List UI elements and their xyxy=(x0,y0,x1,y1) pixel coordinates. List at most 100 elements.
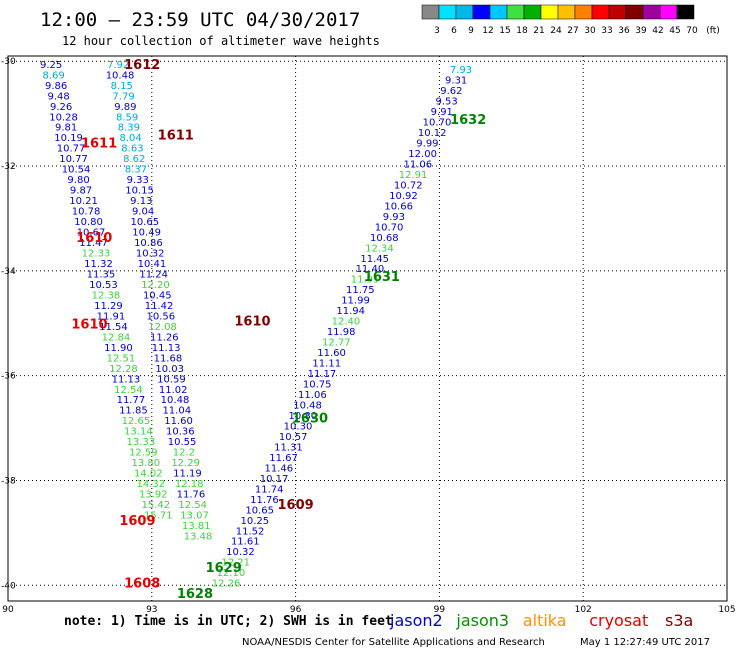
wave-height-point: 10.21 xyxy=(69,196,98,207)
scale-tick-label: 18 xyxy=(516,26,528,36)
scale-tick-label: 39 xyxy=(635,26,647,36)
wave-height-point: 10.45 xyxy=(143,290,172,301)
wave-height-point: 10.68 xyxy=(370,233,399,244)
wave-height-point: 12.20 xyxy=(141,280,170,291)
scale-swatch xyxy=(557,4,576,20)
wave-height-point: 9.62 xyxy=(440,86,462,97)
scale-swatch xyxy=(472,4,491,20)
wave-height-point: 11.26 xyxy=(150,332,179,343)
chart-subtitle: 12 hour collection of altimeter wave hei… xyxy=(62,34,380,48)
wave-height-point: 11.91 xyxy=(97,311,126,322)
wave-height-point: 12.2 xyxy=(173,448,195,459)
wave-height-point: 11.06 xyxy=(404,159,433,170)
wave-height-point: 11.40 xyxy=(356,264,385,275)
wave-height-point: 9.31 xyxy=(445,76,467,87)
scale-swatch xyxy=(455,4,474,20)
wave-height-point: 9.26 xyxy=(50,102,72,113)
wave-height-point: 13.48 xyxy=(184,531,213,542)
wave-height-point: 11.47 xyxy=(79,238,108,249)
wave-height-point: 10.17 xyxy=(260,474,289,485)
wave-height-point: 10.19 xyxy=(54,133,83,144)
wave-height-point: 13.92 xyxy=(139,490,168,501)
wave-height-point: 11.67 xyxy=(269,453,298,464)
wave-height-point: 8.59 xyxy=(116,112,138,123)
wave-height-point: 13.07 xyxy=(180,511,209,522)
wave-height-point: 7.93 xyxy=(450,65,472,76)
wave-height-point: 9.87 xyxy=(70,186,92,197)
wave-height-point: 10.70 xyxy=(423,118,452,129)
wave-height-point: 12.54 xyxy=(114,385,143,396)
wave-height-point: 11.85 xyxy=(119,406,148,417)
wave-height-point: 10.77 xyxy=(59,154,88,165)
wave-height-point: 10.28 xyxy=(49,112,78,123)
wave-height-point: 10.48 xyxy=(106,70,135,81)
x-tick-label: 102 xyxy=(575,605,592,615)
wave-height-point: 9.48 xyxy=(47,91,69,102)
y-tick-label: -32 xyxy=(1,162,16,172)
wave-height-point: 11.68 xyxy=(154,353,183,364)
wave-height-point: 12.77 xyxy=(322,338,351,349)
track-label: 1610 xyxy=(76,231,112,246)
wave-height-point: 14.02 xyxy=(134,469,163,480)
x-tick-label: 90 xyxy=(2,605,14,615)
wave-height-point: 8.39 xyxy=(118,123,140,134)
wave-height-point: 11.46 xyxy=(265,463,294,474)
wave-height-points: 9.258.699.869.489.2610.289.8110.1910.771… xyxy=(40,60,472,590)
y-tick-label: -34 xyxy=(1,267,16,277)
wave-height-point: 11.31 xyxy=(274,442,303,453)
wave-height-point: 11.74 xyxy=(255,484,284,495)
track-label: 1611 xyxy=(158,129,194,144)
wave-height-point: 10.80 xyxy=(74,217,103,228)
wave-height-point: 12.29 xyxy=(171,458,200,469)
wave-height-point: 10.03 xyxy=(155,364,184,375)
wave-height-point: 13.14 xyxy=(124,427,153,438)
wave-height-point: 13.80 xyxy=(132,458,161,469)
wave-height-point: 10.32 xyxy=(136,249,165,260)
wave-height-point: 13.81 xyxy=(182,521,211,532)
wave-height-point: 11.54 xyxy=(99,322,128,333)
wave-height-point: 8.69 xyxy=(42,70,64,81)
scale-tick-label: 15 xyxy=(499,26,510,36)
wave-height-point: 9.25 xyxy=(40,60,62,71)
scale-tick-label: 21 xyxy=(533,26,544,36)
wave-height-point: 10.77 xyxy=(57,144,86,155)
wave-height-point: 12.28 xyxy=(109,364,138,375)
wave-height-point: 12.65 xyxy=(122,416,151,427)
wave-height-point: 12.51 xyxy=(107,353,136,364)
wave-height-point: 10.56 xyxy=(146,311,175,322)
x-axis-ticks: 90 93 96 99 102 105 xyxy=(2,605,735,615)
wave-height-point: 11.99 xyxy=(341,296,370,307)
wave-height-point: 11.76 xyxy=(250,495,279,506)
wave-height-point: 12.59 xyxy=(129,448,158,459)
satellite-legend: jason2 jason3 altika cryosat s3a xyxy=(389,611,693,630)
wave-height-point: 11.35 xyxy=(87,269,116,280)
wave-height-point: 8.04 xyxy=(120,133,142,144)
track-label: 1630 xyxy=(292,412,328,427)
wave-height-point: 12.33 xyxy=(82,249,111,260)
wave-height-point: 11.42 xyxy=(145,301,174,312)
wave-height-point: 12.84 xyxy=(102,332,131,343)
wave-height-point: 12.34 xyxy=(365,243,394,254)
wave-height-point: 10.78 xyxy=(72,207,101,218)
scale-tick-label: 70 xyxy=(686,26,698,36)
track-label: 1610 xyxy=(71,317,107,332)
footer-timestamp: May 1 12:27:49 UTC 2017 xyxy=(580,637,710,648)
wave-height-point: 11.32 xyxy=(84,259,113,270)
wave-height-point: 8.37 xyxy=(125,165,147,176)
track-label: 1610 xyxy=(234,315,270,330)
wave-height-point: 10.65 xyxy=(245,505,274,516)
wave-height-point: 9.86 xyxy=(45,81,67,92)
scale-swatch xyxy=(506,4,525,20)
wave-height-point: 10.92 xyxy=(389,191,418,202)
track-label: 1609 xyxy=(119,514,155,529)
scale-swatch xyxy=(523,4,542,20)
wave-height-point: 11.13 xyxy=(152,343,181,354)
scale-swatch xyxy=(540,4,559,20)
track-label: 1609 xyxy=(278,498,314,513)
wave-height-point: 8.15 xyxy=(111,81,133,92)
legend-entry-jason3: jason3 xyxy=(455,611,509,630)
y-tick-label: -38 xyxy=(1,476,16,486)
track-label: 1632 xyxy=(450,113,486,128)
wave-height-point: 12.91 xyxy=(399,170,428,181)
wave-height-point: 9.93 xyxy=(383,212,405,223)
